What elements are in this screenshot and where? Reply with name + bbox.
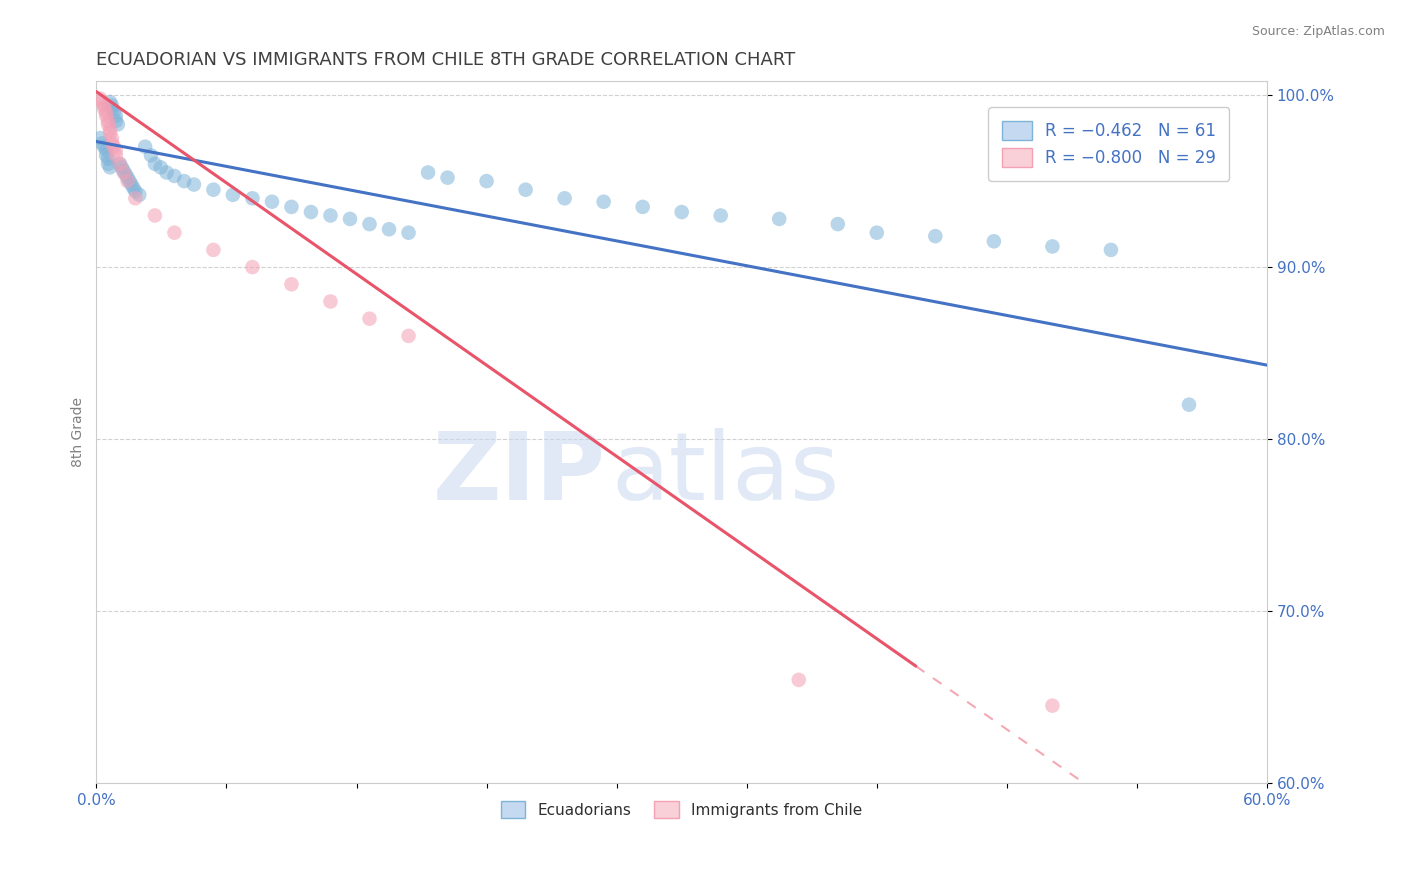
Point [631,200,654,214]
Point [710,209,733,223]
Point [319,294,342,309]
Point [242,191,264,205]
Point [101,102,124,116]
Point [143,209,166,223]
Point [98,161,121,175]
Point [143,157,166,171]
Point [398,226,420,240]
Point [97,114,120,128]
Point [280,277,302,292]
Point [111,161,134,175]
Point [1099,243,1122,257]
Point [104,148,127,162]
Point [103,105,125,120]
Text: ZIP: ZIP [433,428,606,520]
Point [299,205,322,219]
Point [1042,698,1064,713]
Point [94,105,117,120]
Point [1178,398,1201,412]
Point [787,673,810,687]
Point [222,187,245,202]
Point [924,229,946,244]
Point [122,181,145,195]
Point [592,194,614,209]
Point [108,157,131,171]
Point [117,170,139,185]
Point [359,217,381,231]
Point [173,174,195,188]
Point [98,122,121,136]
Point [91,95,114,109]
Point [101,131,124,145]
Point [768,211,790,226]
Point [378,222,401,236]
Point [124,185,146,199]
Point [554,191,576,205]
Point [114,167,136,181]
Point [515,183,537,197]
Point [98,95,121,109]
Point [163,226,186,240]
Point [93,102,115,116]
Text: Source: ZipAtlas.com: Source: ZipAtlas.com [1251,25,1385,38]
Point [97,152,120,166]
Point [416,165,439,179]
Point [155,165,177,179]
Point [89,91,111,105]
Point [339,211,361,226]
Point [93,98,115,112]
Point [827,217,849,231]
Point [183,178,205,192]
Point [89,131,111,145]
Point [475,174,498,188]
Point [242,260,264,274]
Point [163,169,186,183]
Point [398,329,420,343]
Point [101,98,124,112]
Point [104,109,127,123]
Text: ECUADORIAN VS IMMIGRANTS FROM CHILE 8TH GRADE CORRELATION CHART: ECUADORIAN VS IMMIGRANTS FROM CHILE 8TH … [97,51,796,69]
Point [1042,239,1064,253]
Y-axis label: 8th Grade: 8th Grade [72,397,86,467]
Point [98,126,121,140]
Point [94,148,117,162]
Point [104,114,127,128]
Point [97,117,120,131]
Point [103,139,125,153]
Point [94,143,117,157]
Point [124,191,146,205]
Point [112,163,135,178]
Point [91,136,114,151]
Point [94,109,117,123]
Point [107,117,129,131]
Point [983,235,1005,249]
Point [866,226,889,240]
Point [104,143,127,157]
Point [319,209,342,223]
Point [202,183,225,197]
Point [121,178,143,192]
Point [359,311,381,326]
Point [97,157,120,171]
Point [280,200,302,214]
Point [202,243,225,257]
Point [671,205,693,219]
Text: atlas: atlas [612,428,839,520]
Legend: Ecuadorians, Immigrants from Chile: Ecuadorians, Immigrants from Chile [495,795,869,824]
Point [149,161,172,175]
Point [93,139,115,153]
Point [101,136,124,151]
Point [260,194,283,209]
Point [118,174,141,188]
Point [112,165,135,179]
Point [139,148,162,162]
Point [108,157,131,171]
Point [128,187,150,202]
Point [117,174,139,188]
Point [436,170,458,185]
Point [134,139,156,153]
